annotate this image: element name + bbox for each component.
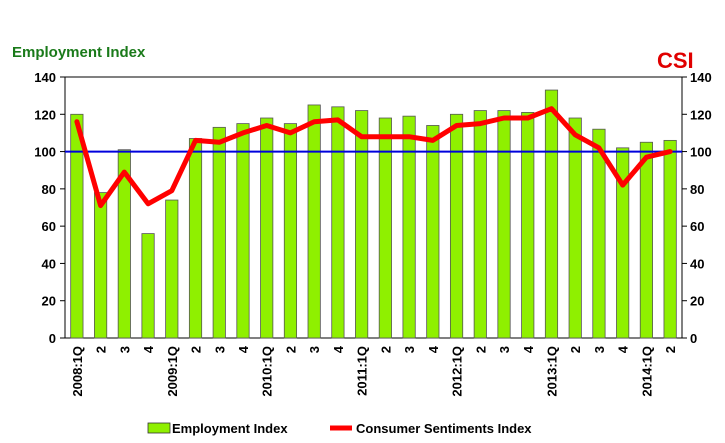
category-label: 2 xyxy=(283,346,298,353)
plot-area: 0 0 20 20 40 40 60 60 80 80 100 100 120 120 140 140 2008… xyxy=(34,70,711,397)
csi-line xyxy=(74,106,673,209)
employment-bar xyxy=(568,117,582,339)
right-tick-label: 0 xyxy=(690,331,697,346)
employment-bar xyxy=(402,115,416,339)
employment-bar xyxy=(165,199,179,339)
employment-bar xyxy=(355,110,369,339)
employment-bar xyxy=(260,117,274,339)
legend-label-employment: Employment Index xyxy=(172,421,288,436)
category-label: 3 xyxy=(592,346,607,353)
right-tick-label: 100 xyxy=(690,145,712,160)
category-label: 2 xyxy=(378,346,393,353)
employment-bar xyxy=(473,110,487,339)
category-label: 2 xyxy=(473,346,488,353)
left-tick-label: 100 xyxy=(34,145,56,160)
right-tick-label: 20 xyxy=(690,294,704,309)
category-label: 2 xyxy=(94,346,109,353)
employment-bar xyxy=(663,139,677,339)
category-label: 3 xyxy=(497,346,512,353)
category-label: 2013:1Q xyxy=(544,346,559,397)
right-tick-label: 80 xyxy=(690,182,704,197)
employment-bar xyxy=(378,117,392,339)
employment-bar xyxy=(426,125,440,339)
right-tick-label: 40 xyxy=(690,256,704,271)
employment-bar xyxy=(592,128,606,339)
employment-bar xyxy=(449,113,464,339)
left-tick-label: 80 xyxy=(42,182,56,197)
employment-bar xyxy=(70,113,84,339)
category-label: 2008:1Q xyxy=(70,346,85,397)
right-axis-title: CSI xyxy=(657,48,694,73)
category-label: 3 xyxy=(307,346,322,353)
employment-bar xyxy=(639,141,653,339)
legend-swatch-employment xyxy=(147,422,171,434)
legend-label-csi: Consumer Sentiments Index xyxy=(356,421,532,436)
left-tick-label: 140 xyxy=(34,70,56,85)
employment-bar xyxy=(141,233,155,339)
right-tick-label: 140 xyxy=(690,70,712,85)
right-tick-label: 60 xyxy=(690,219,704,234)
left-tick-label: 0 xyxy=(49,331,56,346)
category-label: 4 xyxy=(236,345,251,353)
employment-bar xyxy=(212,126,226,339)
category-label: 2009:1Q xyxy=(165,346,180,397)
left-tick-label: 40 xyxy=(42,256,56,271)
category-label: 2 xyxy=(189,346,204,353)
legend: Employment Index Consumer Sentiments Ind… xyxy=(147,421,532,436)
employment-bar xyxy=(521,112,535,339)
category-label: 3 xyxy=(117,346,132,353)
category-label: 4 xyxy=(521,345,536,353)
category-label: 2011:1Q xyxy=(355,346,370,396)
left-tick-label: 120 xyxy=(34,107,56,122)
employment-bar xyxy=(283,123,298,339)
category-label: 3 xyxy=(402,346,417,353)
right-tick-label: 120 xyxy=(690,107,712,122)
category-label: 2 xyxy=(568,346,583,353)
employment-bar xyxy=(497,110,511,339)
employment-bar xyxy=(544,89,559,339)
employment-bar xyxy=(94,192,108,339)
employment-bar xyxy=(236,123,250,339)
category-label: 4 xyxy=(426,345,441,353)
left-tick-label: 60 xyxy=(42,219,56,234)
employment-bar xyxy=(307,104,321,339)
employment-bar xyxy=(331,106,345,339)
category-label: 2010:1Q xyxy=(260,346,275,397)
category-label: 4 xyxy=(141,345,156,353)
employment-bar xyxy=(616,147,630,339)
category-label: 3 xyxy=(212,346,227,353)
plot-frame xyxy=(64,76,683,339)
category-label: 4 xyxy=(331,345,346,353)
employment-bar xyxy=(117,149,131,339)
left-axis-title: Employment Index xyxy=(12,44,146,61)
category-label: 2012:1Q xyxy=(450,346,465,397)
employment-bar xyxy=(188,138,203,339)
category-label: 4 xyxy=(616,345,631,353)
category-label: 2 xyxy=(663,346,678,353)
left-tick-label: 20 xyxy=(42,294,56,309)
category-label: 2014:1Q xyxy=(639,346,654,397)
